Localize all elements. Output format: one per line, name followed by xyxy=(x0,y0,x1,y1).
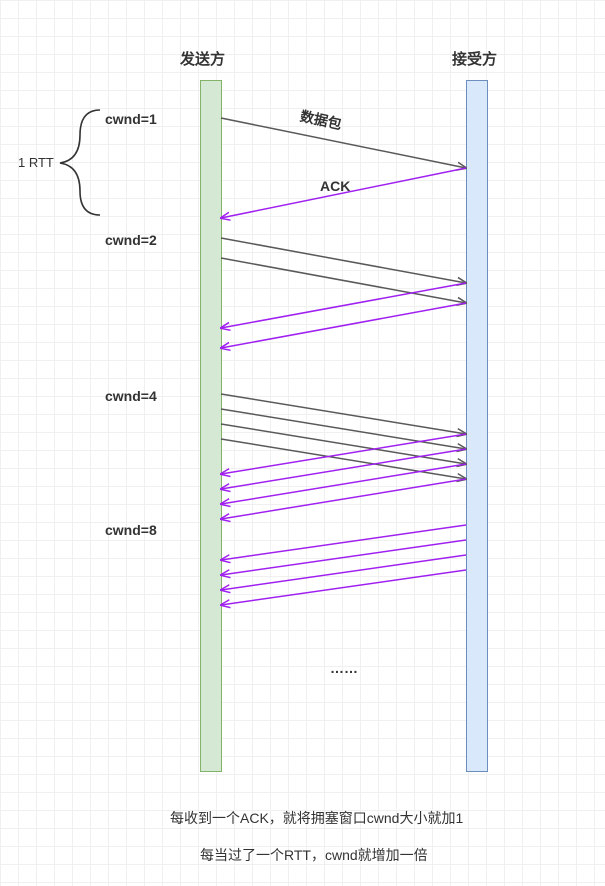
ack-arrow xyxy=(221,525,466,560)
send-arrow xyxy=(221,258,466,303)
send-arrow xyxy=(221,118,466,168)
footer-line-2: 每当过了一个RTT，cwnd就增加一倍 xyxy=(200,845,428,865)
ack-arrow xyxy=(221,449,466,489)
footer-line-1: 每收到一个ACK，就将拥塞窗口cwnd大小就加1 xyxy=(170,808,463,828)
ack-arrow xyxy=(221,479,466,519)
send-arrow xyxy=(221,409,466,449)
send-arrow xyxy=(221,439,466,479)
send-arrow xyxy=(221,394,466,434)
ack-arrow xyxy=(221,555,466,590)
ack-arrow xyxy=(221,540,466,575)
ack-arrow xyxy=(221,303,466,348)
ack-arrow xyxy=(221,283,466,328)
ack-arrow xyxy=(221,434,466,474)
send-arrow xyxy=(221,238,466,283)
ellipsis: …… xyxy=(330,660,358,676)
ack-arrow xyxy=(221,570,466,605)
ack-arrow xyxy=(221,464,466,504)
send-arrow xyxy=(221,424,466,464)
ack-label: ACK xyxy=(320,178,350,194)
